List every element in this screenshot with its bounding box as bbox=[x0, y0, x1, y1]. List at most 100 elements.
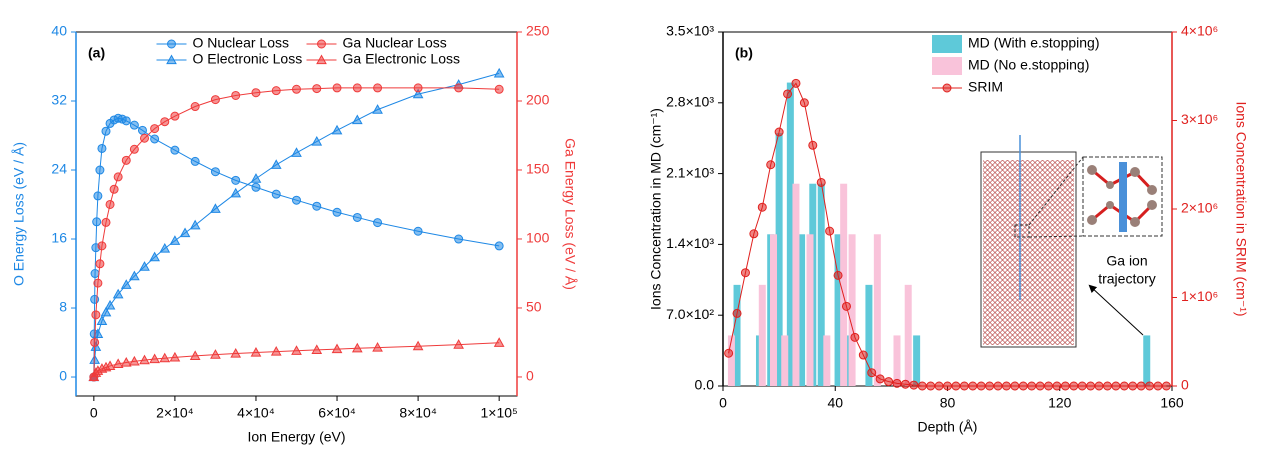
bar bbox=[786, 82, 794, 387]
marker bbox=[993, 381, 1003, 391]
marker bbox=[93, 278, 103, 288]
x-axis-title: Ion Energy (eV) bbox=[247, 429, 345, 445]
y2-tick-label: 1×10⁶ bbox=[1181, 288, 1218, 304]
marker bbox=[454, 83, 464, 93]
marker bbox=[766, 160, 776, 170]
marker bbox=[101, 217, 111, 227]
marker bbox=[1136, 381, 1146, 391]
marker bbox=[170, 111, 180, 121]
legend-label: Ga Electronic Loss bbox=[343, 51, 461, 67]
marker bbox=[867, 368, 877, 378]
marker bbox=[92, 328, 104, 338]
bar bbox=[848, 234, 856, 386]
y-axis-title: O Energy Loss (eV / Å) bbox=[11, 142, 27, 286]
x-tick-label: 160 bbox=[1160, 395, 1184, 411]
y-tick-label: 40 bbox=[51, 23, 67, 39]
marker bbox=[951, 381, 961, 391]
marker bbox=[892, 378, 902, 388]
md-inset bbox=[980, 135, 1163, 348]
marker bbox=[352, 212, 362, 222]
marker bbox=[332, 207, 342, 217]
marker bbox=[841, 301, 851, 311]
marker bbox=[230, 347, 242, 358]
legend-marker bbox=[166, 54, 177, 65]
y-tick-label: 24 bbox=[51, 161, 67, 177]
marker bbox=[97, 241, 107, 251]
marker bbox=[250, 347, 262, 357]
bar bbox=[792, 183, 800, 386]
marker bbox=[271, 86, 281, 96]
marker bbox=[96, 315, 108, 326]
marker bbox=[808, 140, 818, 150]
panel-label: (a) bbox=[88, 45, 105, 61]
marker bbox=[373, 83, 383, 93]
marker bbox=[1044, 381, 1054, 391]
marker bbox=[250, 173, 262, 183]
y2-tick-label: 150 bbox=[526, 161, 550, 177]
legend-label: O Nuclear Loss bbox=[193, 35, 289, 51]
marker bbox=[112, 358, 124, 368]
marker bbox=[121, 116, 131, 126]
marker bbox=[137, 125, 147, 135]
legend-swatch bbox=[932, 35, 962, 53]
y-tick-label: 0.0 bbox=[695, 377, 715, 393]
marker bbox=[179, 227, 191, 238]
x-tick-label: 2×10⁴ bbox=[156, 405, 194, 421]
marker bbox=[231, 175, 241, 185]
marker bbox=[251, 182, 261, 192]
y2-tick-label: 2×10⁶ bbox=[1181, 200, 1218, 216]
bar bbox=[1143, 335, 1151, 386]
y-axis-title: Ions Concentration in MD (cm⁻¹) bbox=[648, 108, 664, 310]
marker bbox=[129, 144, 139, 154]
marker bbox=[149, 353, 160, 364]
marker bbox=[312, 84, 322, 94]
y2-tick-label: 250 bbox=[526, 23, 550, 39]
marker bbox=[113, 172, 123, 182]
marker bbox=[160, 117, 170, 127]
marker bbox=[372, 342, 383, 352]
marker bbox=[169, 235, 181, 245]
marker bbox=[331, 124, 343, 135]
marker bbox=[129, 355, 140, 366]
marker bbox=[100, 306, 112, 317]
y2-axis-title: Ions Concentration in SRIM (cm⁻¹) bbox=[1233, 101, 1249, 316]
y2-tick-label: 100 bbox=[526, 230, 550, 246]
marker bbox=[169, 351, 181, 362]
panel-label: (b) bbox=[735, 45, 753, 61]
marker bbox=[976, 381, 986, 391]
bar bbox=[733, 284, 741, 386]
bar bbox=[840, 183, 848, 386]
marker bbox=[95, 165, 105, 175]
marker bbox=[1060, 381, 1070, 391]
marker bbox=[825, 226, 835, 236]
marker bbox=[312, 201, 322, 211]
marker bbox=[351, 114, 363, 125]
marker bbox=[493, 67, 505, 78]
marker bbox=[189, 350, 201, 360]
legend-label: O Electronic Loss bbox=[193, 51, 303, 67]
bar bbox=[913, 335, 921, 386]
marker bbox=[1069, 381, 1079, 391]
bar bbox=[865, 284, 873, 386]
marker bbox=[943, 381, 952, 391]
marker bbox=[799, 98, 809, 108]
y-tick-label: 32 bbox=[51, 92, 67, 108]
x-tick-label: 0 bbox=[90, 405, 98, 421]
marker bbox=[783, 89, 793, 99]
legend-label: MD (With e.stopping) bbox=[968, 35, 1099, 51]
marker bbox=[190, 156, 200, 166]
marker bbox=[858, 350, 868, 360]
marker bbox=[816, 177, 826, 187]
marker bbox=[189, 219, 201, 230]
legend-marker bbox=[167, 39, 176, 49]
bar bbox=[798, 234, 806, 386]
marker bbox=[210, 95, 220, 105]
legend-marker bbox=[942, 83, 952, 93]
marker bbox=[732, 308, 742, 318]
marker bbox=[311, 344, 323, 355]
marker bbox=[150, 134, 160, 144]
legend-label: Ga Nuclear Loss bbox=[343, 35, 447, 51]
marker bbox=[1094, 381, 1104, 391]
marker bbox=[454, 234, 464, 244]
